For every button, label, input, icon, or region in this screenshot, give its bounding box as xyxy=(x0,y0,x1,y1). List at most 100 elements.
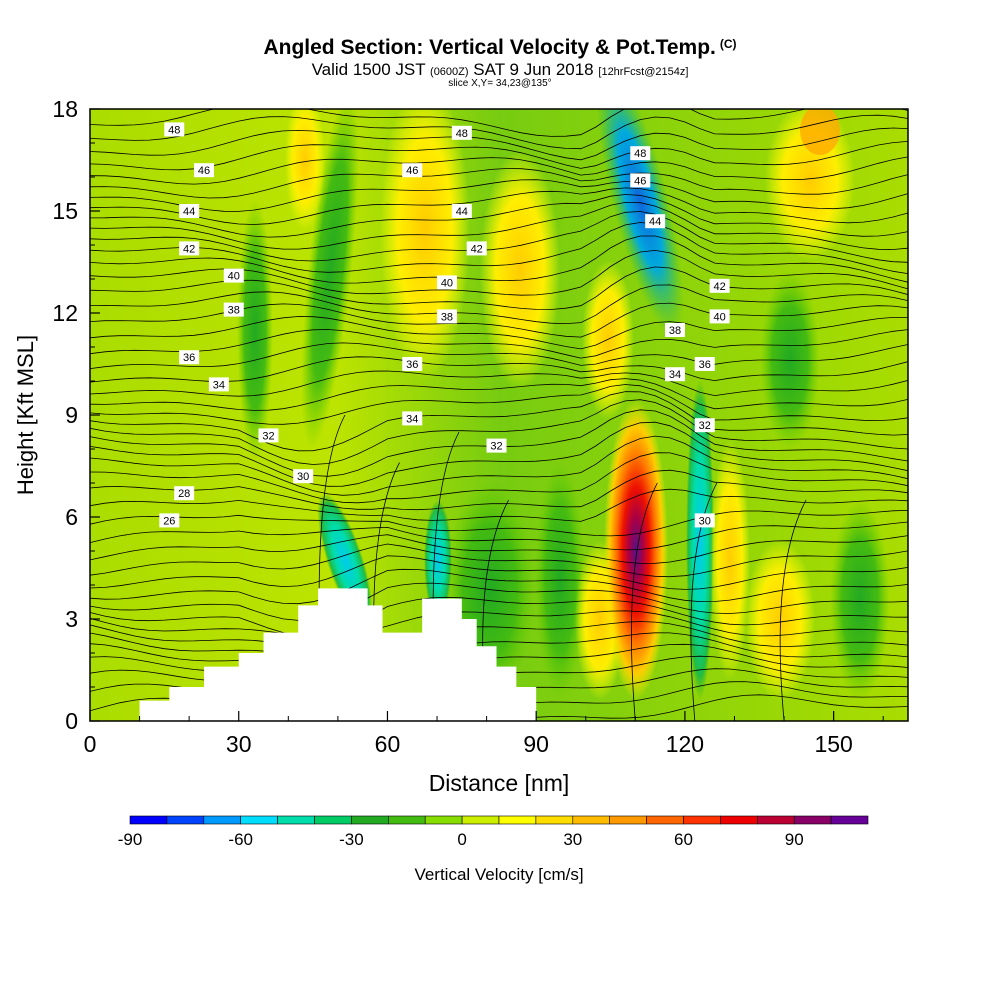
y-tick-label: 3 xyxy=(65,606,78,632)
isentrope-line xyxy=(90,399,908,465)
contour-label-text: 38 xyxy=(441,311,453,323)
contour-label-text: 28 xyxy=(178,488,190,500)
contour-label-text: 40 xyxy=(713,311,725,323)
colorbar-swatch xyxy=(424,815,463,825)
chart-titles: Angled Section: Vertical Velocity & Pot.… xyxy=(0,0,1000,100)
contour-label-text: 34 xyxy=(213,379,225,391)
contour-label: 46 xyxy=(194,163,215,178)
contour-label-box xyxy=(466,241,487,256)
contour-label-box xyxy=(402,163,423,178)
x-axis-label: Distance [nm] xyxy=(429,770,570,796)
isentrope-line xyxy=(90,141,908,171)
contour-label-box xyxy=(486,438,507,453)
isentrope-line xyxy=(90,109,908,137)
contour-label: 32 xyxy=(486,438,507,453)
colorbar-tick-label: 30 xyxy=(563,830,582,849)
contour-label-text: 44 xyxy=(456,206,468,218)
isentrope-line xyxy=(90,384,908,425)
contour-label: 30 xyxy=(293,469,314,484)
contour-label: 32 xyxy=(258,428,279,443)
contour-label-box xyxy=(436,275,457,290)
isentrope-line xyxy=(90,127,908,161)
isentrope-line xyxy=(90,488,908,522)
colorbar-swatch xyxy=(277,815,315,825)
contour-label-text: 38 xyxy=(669,325,681,337)
colorbar-swatch xyxy=(129,815,168,825)
contour-label: 42 xyxy=(709,278,730,293)
downdraft-band xyxy=(760,270,820,450)
contour-label-text: 26 xyxy=(163,515,175,527)
contour-label-box xyxy=(645,214,666,229)
updraft-band xyxy=(582,260,634,420)
isentrope-line xyxy=(90,378,908,411)
contour-label-text: 32 xyxy=(490,441,502,453)
contour-label-box xyxy=(451,204,472,218)
isentrope-line xyxy=(90,610,908,638)
contour-label-text: 36 xyxy=(699,359,711,371)
colorbar-swatch xyxy=(830,815,869,825)
isentrope-line xyxy=(90,342,908,369)
colorbar-swatch xyxy=(166,815,205,825)
isentrope-line xyxy=(90,543,908,578)
isentrope-line xyxy=(90,235,908,284)
downdraft-band xyxy=(237,200,273,460)
y-tick-label: 18 xyxy=(52,96,78,122)
contour-label-text: 42 xyxy=(713,281,725,293)
contour-label-text: 44 xyxy=(649,216,661,228)
contour-label-box xyxy=(208,377,229,392)
isentrope-line xyxy=(90,370,908,397)
contour-label-box xyxy=(293,469,314,484)
contour-label: 40 xyxy=(709,309,730,324)
contour-label-box xyxy=(164,122,185,137)
contour-label-text: 32 xyxy=(699,420,711,432)
contour-label: 48 xyxy=(630,146,651,161)
contour-label-box xyxy=(258,428,279,443)
contour-label: 34 xyxy=(402,411,423,426)
isentrope-line xyxy=(90,179,908,212)
contour-label-box xyxy=(694,418,715,433)
colorbar-swatch xyxy=(646,815,684,825)
updraft-band xyxy=(285,109,325,230)
y-axis-label: Height [Kft MSL] xyxy=(13,335,38,495)
title-suffix: (C) xyxy=(719,37,737,51)
colorbar-tick-label: -30 xyxy=(339,830,364,849)
colorbar-swatch xyxy=(240,815,278,825)
colorbar-tick-label: 0 xyxy=(457,830,466,849)
contour-label: 26 xyxy=(159,513,180,528)
downdraft-band xyxy=(301,109,359,450)
contour-label-text: 30 xyxy=(699,515,711,527)
colorbar-tick-label: -60 xyxy=(228,830,253,849)
isentrope-line xyxy=(90,156,908,185)
colorbar-swatch xyxy=(535,815,574,825)
isentrope-line xyxy=(690,482,718,721)
isentrope-line xyxy=(90,187,908,225)
isentrope-line xyxy=(90,194,908,238)
contour-label-box xyxy=(694,357,715,371)
isentrope-line xyxy=(90,114,908,150)
colorbar-tick-label: 60 xyxy=(674,830,693,849)
contour-label-text: 44 xyxy=(183,206,195,218)
isentrope-line xyxy=(90,596,908,637)
contour-label-box xyxy=(709,278,730,293)
contour-label-box xyxy=(179,350,200,365)
updraft-band xyxy=(745,540,815,700)
isentrope-line xyxy=(90,643,908,678)
updraft-band xyxy=(480,150,560,390)
contour-label-box xyxy=(223,302,244,317)
contour-label-text: 40 xyxy=(228,271,240,283)
contour-label-text: 40 xyxy=(441,277,453,289)
contour-label: 46 xyxy=(402,163,423,178)
contour-label: 44 xyxy=(645,214,666,229)
colorbar-swatch xyxy=(572,815,610,825)
updraft-band xyxy=(710,440,750,680)
contour-label: 38 xyxy=(664,323,685,337)
isentrope-line xyxy=(90,201,908,250)
contour-label-box xyxy=(630,173,651,188)
colorbar: -90 -60 -30 0 30 60 90 xyxy=(118,815,869,849)
contour-label-box xyxy=(694,513,715,528)
isentrope-line xyxy=(90,521,908,551)
contour-label: 46 xyxy=(630,173,651,188)
y-tick-label: 6 xyxy=(65,504,78,530)
contour-label-box xyxy=(174,486,195,501)
contour-label-text: 48 xyxy=(634,148,646,160)
